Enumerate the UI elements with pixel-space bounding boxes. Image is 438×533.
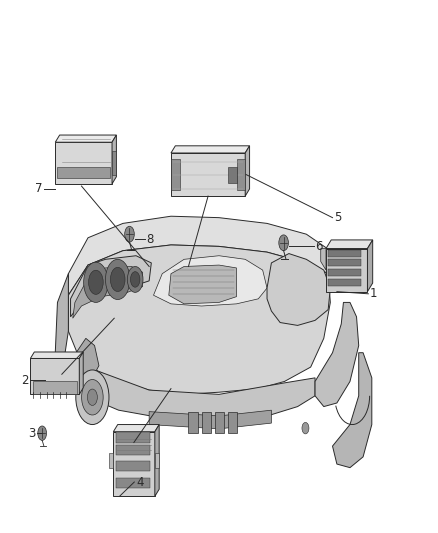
Bar (328, 259, 361, 266)
Bar (116, 432, 150, 442)
Polygon shape (321, 248, 326, 270)
Circle shape (88, 270, 103, 294)
Polygon shape (149, 410, 272, 429)
Bar (328, 279, 361, 286)
Polygon shape (68, 245, 330, 394)
Text: 8: 8 (146, 233, 153, 246)
Bar (155, 453, 159, 467)
Bar (171, 159, 180, 190)
Circle shape (106, 260, 130, 300)
Polygon shape (55, 273, 68, 374)
Text: 1: 1 (370, 287, 377, 300)
Bar (32, 382, 77, 394)
Bar (201, 411, 211, 433)
Bar (215, 411, 224, 433)
Text: 7: 7 (35, 182, 42, 196)
Circle shape (76, 370, 109, 425)
Circle shape (88, 389, 97, 406)
Bar (109, 453, 113, 467)
Bar (328, 250, 361, 257)
Polygon shape (30, 352, 83, 359)
Polygon shape (267, 254, 330, 326)
Circle shape (279, 235, 288, 251)
Circle shape (81, 379, 103, 415)
Polygon shape (77, 338, 99, 378)
Circle shape (302, 422, 309, 434)
Polygon shape (71, 256, 151, 317)
Polygon shape (68, 216, 332, 295)
Polygon shape (68, 353, 315, 421)
Bar (171, 153, 245, 196)
Circle shape (125, 227, 134, 242)
Text: 6: 6 (315, 240, 323, 253)
Polygon shape (315, 302, 359, 407)
Bar (55, 142, 112, 184)
Bar (116, 478, 150, 488)
Bar (237, 159, 245, 190)
Polygon shape (112, 135, 117, 184)
Polygon shape (332, 353, 372, 467)
Text: 2: 2 (21, 374, 28, 386)
Circle shape (131, 272, 140, 287)
Polygon shape (171, 146, 250, 153)
Bar (188, 411, 198, 433)
Bar (30, 359, 79, 394)
Polygon shape (367, 240, 373, 292)
Polygon shape (79, 352, 83, 394)
Bar (57, 167, 110, 178)
Polygon shape (55, 135, 117, 142)
Circle shape (38, 426, 46, 440)
Circle shape (84, 262, 108, 302)
Bar (116, 445, 150, 455)
Bar (328, 269, 361, 276)
Text: 5: 5 (334, 211, 341, 224)
Circle shape (110, 268, 125, 292)
Polygon shape (169, 265, 237, 304)
Polygon shape (155, 425, 159, 496)
Polygon shape (153, 256, 267, 306)
Polygon shape (73, 266, 143, 318)
Bar (228, 167, 237, 183)
Text: 3: 3 (28, 427, 35, 440)
Text: 4: 4 (136, 475, 144, 489)
Polygon shape (245, 146, 250, 196)
Bar (228, 411, 237, 433)
Bar (112, 151, 117, 175)
Bar (116, 461, 150, 471)
Polygon shape (326, 240, 373, 248)
Bar (326, 248, 367, 292)
Circle shape (127, 266, 143, 293)
Bar (113, 432, 155, 496)
Polygon shape (113, 425, 159, 432)
